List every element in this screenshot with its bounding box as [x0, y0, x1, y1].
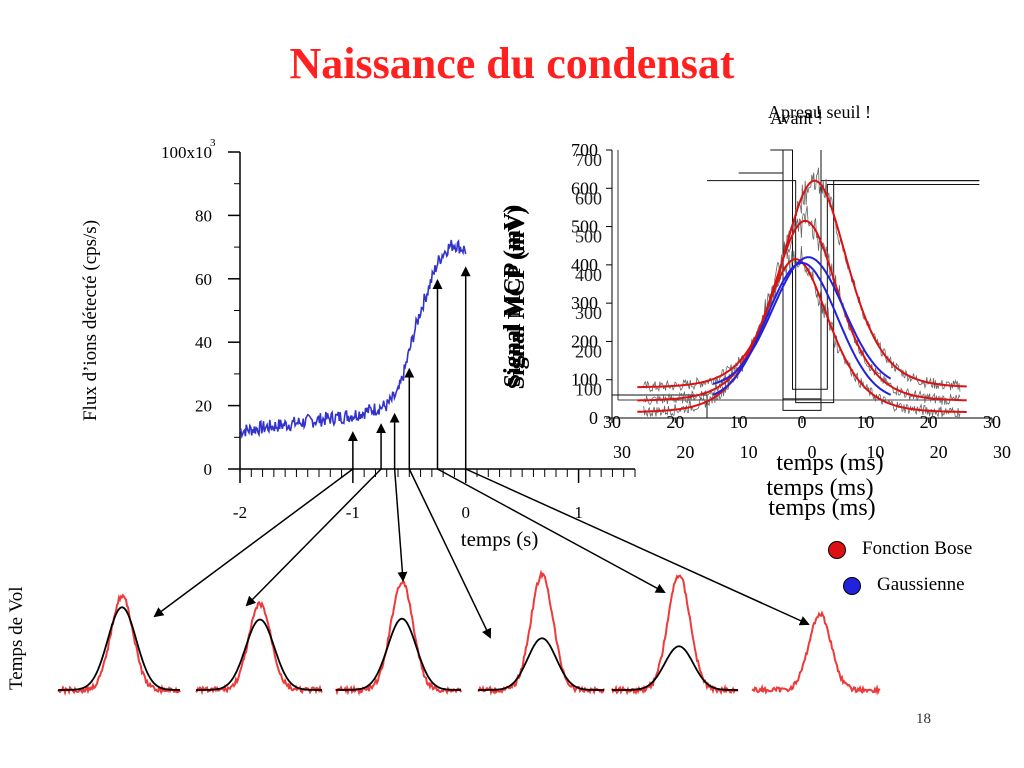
mcp-y-tick-label-overlay: 700	[575, 150, 602, 170]
y-tick-label: 80	[195, 206, 212, 225]
y-multiplier-label: 100x10	[161, 143, 212, 162]
mcp-annotation: Avant !	[770, 108, 823, 128]
mcp-y-tick-label: 100	[571, 370, 598, 390]
mcp-x-tick-label: 0	[798, 412, 807, 432]
mcp-x-tick-label: 10	[730, 412, 748, 432]
bose-fit-curve	[637, 219, 967, 402]
mcp-y-tick-label-overlay: 100	[575, 380, 602, 400]
mcp-x-tick-label-overlay: 20	[676, 442, 694, 462]
tof-link-arrow	[408, 468, 492, 639]
mcp-x-axis-label: temps (ms)	[776, 450, 883, 476]
mcp-raw-signal	[643, 245, 961, 418]
mcp-y-tick-label: 200	[571, 331, 598, 351]
y-tick-label: 40	[195, 333, 212, 352]
page-number: 18	[916, 711, 931, 727]
mcp-y-tick-label-overlay: 300	[575, 303, 602, 323]
tof-fit-curve	[58, 606, 180, 691]
mcp-gate-trace	[707, 180, 980, 404]
mcp-x-tick-label-overlay: 10	[740, 442, 758, 462]
mcp-y-tick-label: 300	[571, 293, 598, 313]
slide-title: Naissance du condensat	[289, 39, 735, 88]
tof-link-arrow	[465, 468, 810, 626]
tof-axis-label: Temps de Vol	[6, 586, 27, 690]
tof-fit-curve	[336, 617, 461, 691]
mcp-x-tick-label: 30	[983, 412, 1001, 432]
x-axis-label: temps (s)	[461, 527, 539, 551]
time-of-flight-panels	[57, 569, 881, 697]
mcp-x-tick-label: 30	[603, 412, 621, 432]
mcp-x-tick-label-overlay: 30	[613, 442, 631, 462]
mcp-y-tick-label: 0	[589, 408, 598, 428]
gauss-dot-icon	[843, 576, 861, 595]
tof-signal-trace	[335, 579, 462, 697]
mcp-y-axis-label: Signal MCP (mV)	[504, 207, 530, 390]
mcp-gate-trace	[770, 149, 980, 390]
mcp-x-tick-label: 20	[666, 412, 684, 432]
mcp-x-tick-label-overlay: 30	[993, 442, 1011, 462]
y-multiplier-exponent: 3	[210, 137, 216, 149]
mcp-annotation: au seuil !	[805, 102, 871, 122]
y-tick-label: 60	[195, 270, 212, 289]
mcp-y-axis-label-overlay: Signal MCP (mV)	[500, 205, 526, 388]
bose-dot-icon	[828, 540, 846, 559]
tof-link-arrow	[245, 468, 382, 607]
mcp-annotation: Apres !	[768, 102, 821, 122]
y-tick-label: 20	[195, 397, 212, 416]
y-axis-label: Flux d’ions détecté (cps/s)	[80, 220, 101, 421]
x-tick-label: -2	[233, 503, 247, 522]
tof-signal-trace	[751, 610, 881, 696]
legend-label: Gaussienne	[877, 574, 965, 595]
tof-fit-curve	[612, 645, 738, 691]
mcp-signal-plot: 0100200300400500600700100200300400500600…	[500, 102, 1011, 521]
tof-signal-trace	[57, 593, 181, 697]
tof-link-arrow	[393, 468, 408, 582]
tof-link-arrow	[153, 468, 354, 618]
tof-signal-trace	[195, 600, 323, 696]
x-tick-label: -1	[346, 503, 360, 522]
mcp-x-tick-label-overlay: 20	[930, 442, 948, 462]
tof-signal-trace	[611, 574, 739, 696]
y-tick-label: 0	[204, 460, 213, 479]
legend-item-gauss: Gaussienne	[843, 574, 965, 596]
tof-fit-curve	[196, 618, 322, 691]
tof-fit-curve	[478, 637, 604, 691]
mcp-x-tick-label: 10	[856, 412, 874, 432]
mcp-raw-signal	[643, 205, 961, 405]
mcp-y-tick-label: 600	[571, 178, 598, 198]
tof-link-arrow	[437, 468, 666, 593]
tof-signal-trace	[477, 569, 605, 696]
mcp-x-tick-label-overlay: 10	[866, 442, 884, 462]
gauss-fit-curve	[713, 256, 892, 385]
gauss-fit-curve	[712, 261, 892, 396]
connection-arrows	[153, 266, 810, 639]
mcp-x-axis-label: temps (ms)	[768, 495, 875, 521]
flux-series-line	[239, 239, 467, 440]
mcp-x-axis-label: temps (ms)	[766, 475, 873, 501]
mcp-y-tick-label-overlay: 500	[575, 227, 602, 247]
mcp-x-tick-label-overlay: 0	[808, 442, 817, 462]
legend-item-bose: Fonction Bose	[828, 538, 972, 560]
x-tick-label: 1	[574, 503, 583, 522]
mcp-y-tick-label-overlay: 200	[575, 341, 602, 361]
x-tick-label: 0	[461, 503, 470, 522]
bose-fit-curve	[637, 179, 967, 389]
legend-label: Fonction Bose	[862, 538, 973, 559]
mcp-raw-signal	[643, 167, 961, 393]
mcp-y-tick-label: 400	[571, 255, 598, 275]
mcp-y-tick-label: 500	[571, 217, 598, 237]
mcp-y-tick-label-overlay: 400	[575, 265, 602, 285]
mcp-x-tick-label: 20	[920, 412, 938, 432]
mcp-y-tick-label-overlay: 600	[575, 188, 602, 208]
mcp-y-tick-label: 700	[571, 140, 598, 160]
